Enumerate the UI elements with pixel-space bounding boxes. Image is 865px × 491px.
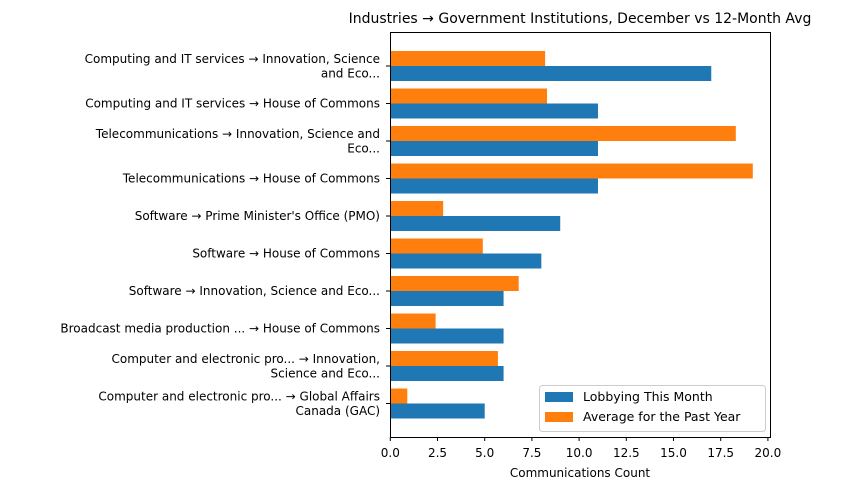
legend-label-this-month: Lobbying This Month [583,389,713,404]
bar-past-year [390,351,498,366]
bar-past-year [390,88,548,104]
bar-this-month [390,216,561,231]
bar-past-year [390,126,736,141]
y-tick-label: Computer and electronic pro... → Global … [98,389,380,418]
x-tick-label: 7.5 [522,446,541,460]
x-tick-label: 20.0 [755,446,782,460]
bar-past-year [390,163,753,179]
x-axis-label: Communications Count [510,466,651,480]
x-tick-label: 5.0 [475,446,494,460]
bar-this-month [390,178,598,194]
x-tick-label: 10.0 [566,446,593,460]
bar-this-month [390,66,712,81]
y-tick-label: Broadcast media production ... → House o… [60,322,380,336]
y-tick-label: Software → House of Commons [192,247,380,261]
y-tick-label: Computing and IT services → House of Com… [85,97,380,111]
x-tick-label: 0.0 [381,446,400,460]
legend: Lobbying This Month Average for the Past… [539,385,766,432]
bar-this-month [390,253,542,269]
bar-past-year [390,51,546,66]
y-tick-label: Software → Prime Minister's Office (PMO) [135,209,380,223]
bar-past-year [390,201,444,216]
x-tick-label: 2.5 [428,446,447,460]
legend-swatch-past-year [545,412,573,422]
y-tick-label: Computing and IT services → Innovation, … [85,52,380,81]
chart-title: Industries → Government Institutions, De… [349,11,812,27]
legend-swatch-this-month [545,392,573,402]
bar-past-year [390,313,436,329]
x-tick-label: 17.5 [707,446,734,460]
y-tick-label: Telecommunications → House of Commons [122,172,380,186]
plot-frame [390,32,771,438]
bar-this-month [390,103,598,119]
legend-label-past-year: Average for the Past Year [583,409,741,424]
bar-this-month [390,291,504,306]
y-tick-label: Telecommunications → Innovation, Science… [95,127,380,156]
x-tick-label: 15.0 [660,446,687,460]
bar-past-year [390,238,483,254]
bar-this-month [390,366,504,381]
bar-past-year [390,276,519,291]
x-tick-label: 12.5 [613,446,640,460]
y-tick-label: Software → Innovation, Science and Eco..… [129,284,380,298]
bar-past-year [390,388,408,404]
bar-this-month [390,141,598,156]
bar-this-month [390,403,485,419]
bar-this-month [390,328,504,344]
y-tick-label: Computer and electronic pro... → Innovat… [111,352,380,381]
